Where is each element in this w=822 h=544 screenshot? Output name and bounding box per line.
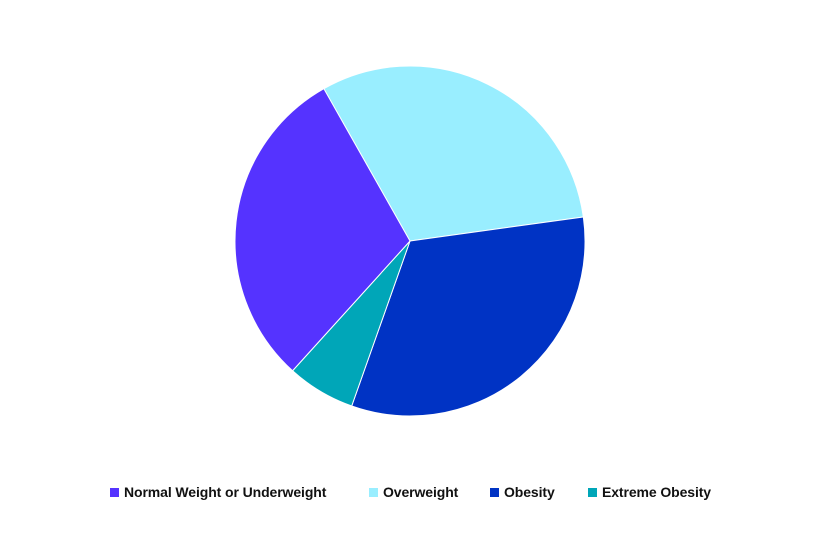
legend-item-overweight[interactable]: Overweight <box>369 481 458 503</box>
slice-overweight[interactable] <box>323 65 584 242</box>
legend-label-extreme-obesity: Extreme Obesity <box>602 484 711 500</box>
legend: Normal Weight or Underweight Overweight … <box>0 481 822 503</box>
legend-label-normal-weight: Normal Weight or Underweight <box>124 484 327 500</box>
legend-item-normal-weight[interactable]: Normal Weight or Underweight <box>110 481 326 503</box>
legend-swatch-normal-weight <box>110 487 119 497</box>
slice-obesity[interactable] <box>351 216 586 417</box>
legend-swatch-obesity <box>490 487 499 497</box>
legend-item-extreme-obesity[interactable]: Extreme Obesity <box>588 481 711 503</box>
legend-label-overweight: Overweight <box>383 484 459 500</box>
slice-normal-weight[interactable] <box>234 88 411 372</box>
legend-swatch-overweight <box>369 487 378 497</box>
legend-item-obesity[interactable]: Obesity <box>490 481 555 503</box>
legend-label-obesity: Obesity <box>504 484 555 500</box>
legend-swatch-extreme-obesity <box>588 487 597 497</box>
